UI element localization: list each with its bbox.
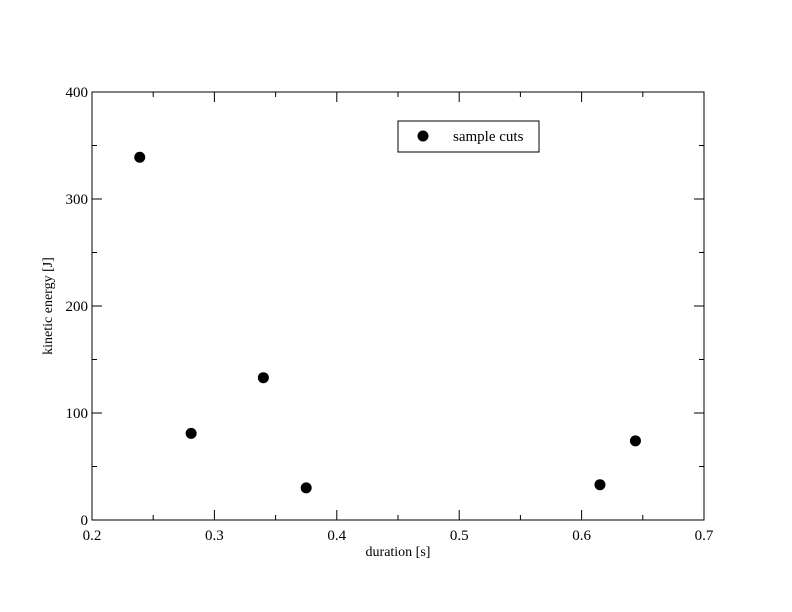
legend-label-sample-cuts: sample cuts [453, 129, 524, 145]
legend: sample cuts [397, 120, 540, 153]
data-point [257, 372, 269, 384]
axis-ticks [91, 91, 705, 521]
data-points [134, 151, 641, 494]
x-tick-label: 0.6 [572, 528, 591, 544]
x-tick-label: 0.2 [83, 528, 102, 544]
data-point [185, 427, 197, 439]
x-tick-label: 0.7 [695, 528, 714, 544]
x-tick-label: 0.4 [327, 528, 346, 544]
y-tick-label: 400 [66, 85, 89, 101]
plot-frame [91, 91, 705, 521]
x-axis-label: duration [s] [366, 545, 431, 560]
y-axis-label: kinetic energy [J] [41, 257, 56, 355]
y-tick-label: 100 [66, 406, 89, 422]
y-tick-label: 200 [66, 299, 89, 315]
legend-marker-sample-cuts [417, 130, 429, 142]
data-point [629, 435, 641, 447]
y-tick-label: 300 [66, 192, 89, 208]
data-point [594, 479, 606, 491]
y-tick-label: 0 [81, 513, 89, 529]
tick-labels: 0.2 0.3 0.4 0.5 0.6 0.7 0 100 200 300 400 [66, 85, 714, 544]
data-point [300, 482, 312, 494]
x-tick-label: 0.5 [450, 528, 469, 544]
data-point [134, 151, 146, 163]
x-tick-label: 0.3 [205, 528, 224, 544]
